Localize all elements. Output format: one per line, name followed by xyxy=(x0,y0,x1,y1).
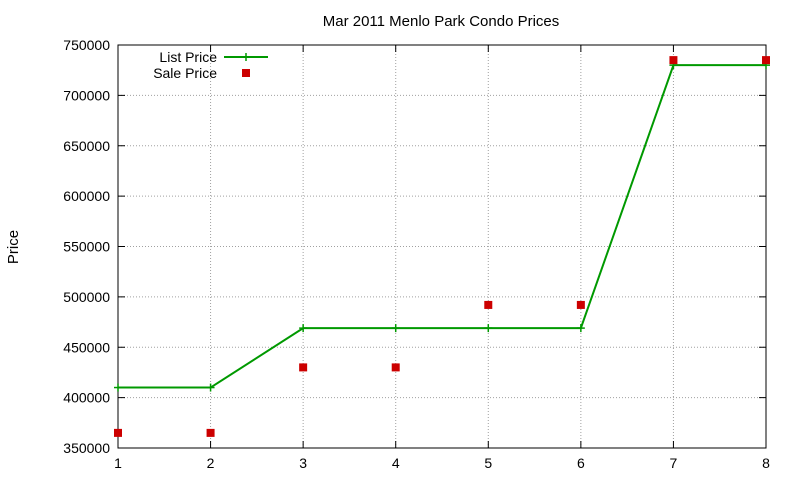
y-tick-label: 600000 xyxy=(63,188,110,204)
list-price-point xyxy=(299,324,308,333)
sale-price-point xyxy=(299,363,308,372)
plot-frame xyxy=(117,44,767,449)
axis-ticks: 350000 400000 450000 500000 550000 600000 6500… xyxy=(63,37,770,471)
list-price-point xyxy=(484,324,493,333)
y-tick-label: 450000 xyxy=(63,339,110,355)
grid xyxy=(118,45,766,448)
x-tick-label: 7 xyxy=(670,455,678,471)
list-price-point xyxy=(114,383,122,392)
list-price-point xyxy=(576,324,585,333)
x-tick-label: 5 xyxy=(484,455,492,471)
list-price-line xyxy=(118,64,766,389)
y-tick-label: 550000 xyxy=(63,239,110,255)
y-tick-label: 750000 xyxy=(63,37,110,53)
x-tick-label: 6 xyxy=(577,455,585,471)
y-tick-label: 650000 xyxy=(63,138,110,154)
y-tick-label: 400000 xyxy=(63,390,110,406)
sale-price-point xyxy=(114,428,122,437)
series xyxy=(114,56,770,437)
legend-marker-sale-price xyxy=(242,69,250,77)
x-tick-label: 2 xyxy=(207,455,215,471)
list-price-point xyxy=(206,383,215,392)
y-tick-label: 350000 xyxy=(63,440,110,456)
legend-marker-list-price xyxy=(242,53,250,61)
sale-price-point xyxy=(391,363,400,372)
sale-price-point xyxy=(206,428,215,437)
chart-title: Mar 2011 Menlo Park Condo Prices xyxy=(323,13,560,30)
y-tick-label: 700000 xyxy=(63,87,110,103)
x-tick-label: 1 xyxy=(114,455,122,471)
y-axis-label: Price xyxy=(5,230,22,264)
legend-label-list-price: List Price xyxy=(159,49,217,65)
sale-price-point xyxy=(484,300,493,309)
x-tick-label: 4 xyxy=(392,455,400,471)
y-tick-label: 500000 xyxy=(63,289,110,305)
sale-price-point xyxy=(576,300,585,309)
list-price-point xyxy=(391,324,400,333)
sale-price-point xyxy=(669,56,678,65)
legend-label-sale-price: Sale Price xyxy=(153,65,217,81)
sale-price-point xyxy=(762,56,770,65)
x-tick-label: 8 xyxy=(762,455,770,471)
x-tick-label: 3 xyxy=(299,455,307,471)
